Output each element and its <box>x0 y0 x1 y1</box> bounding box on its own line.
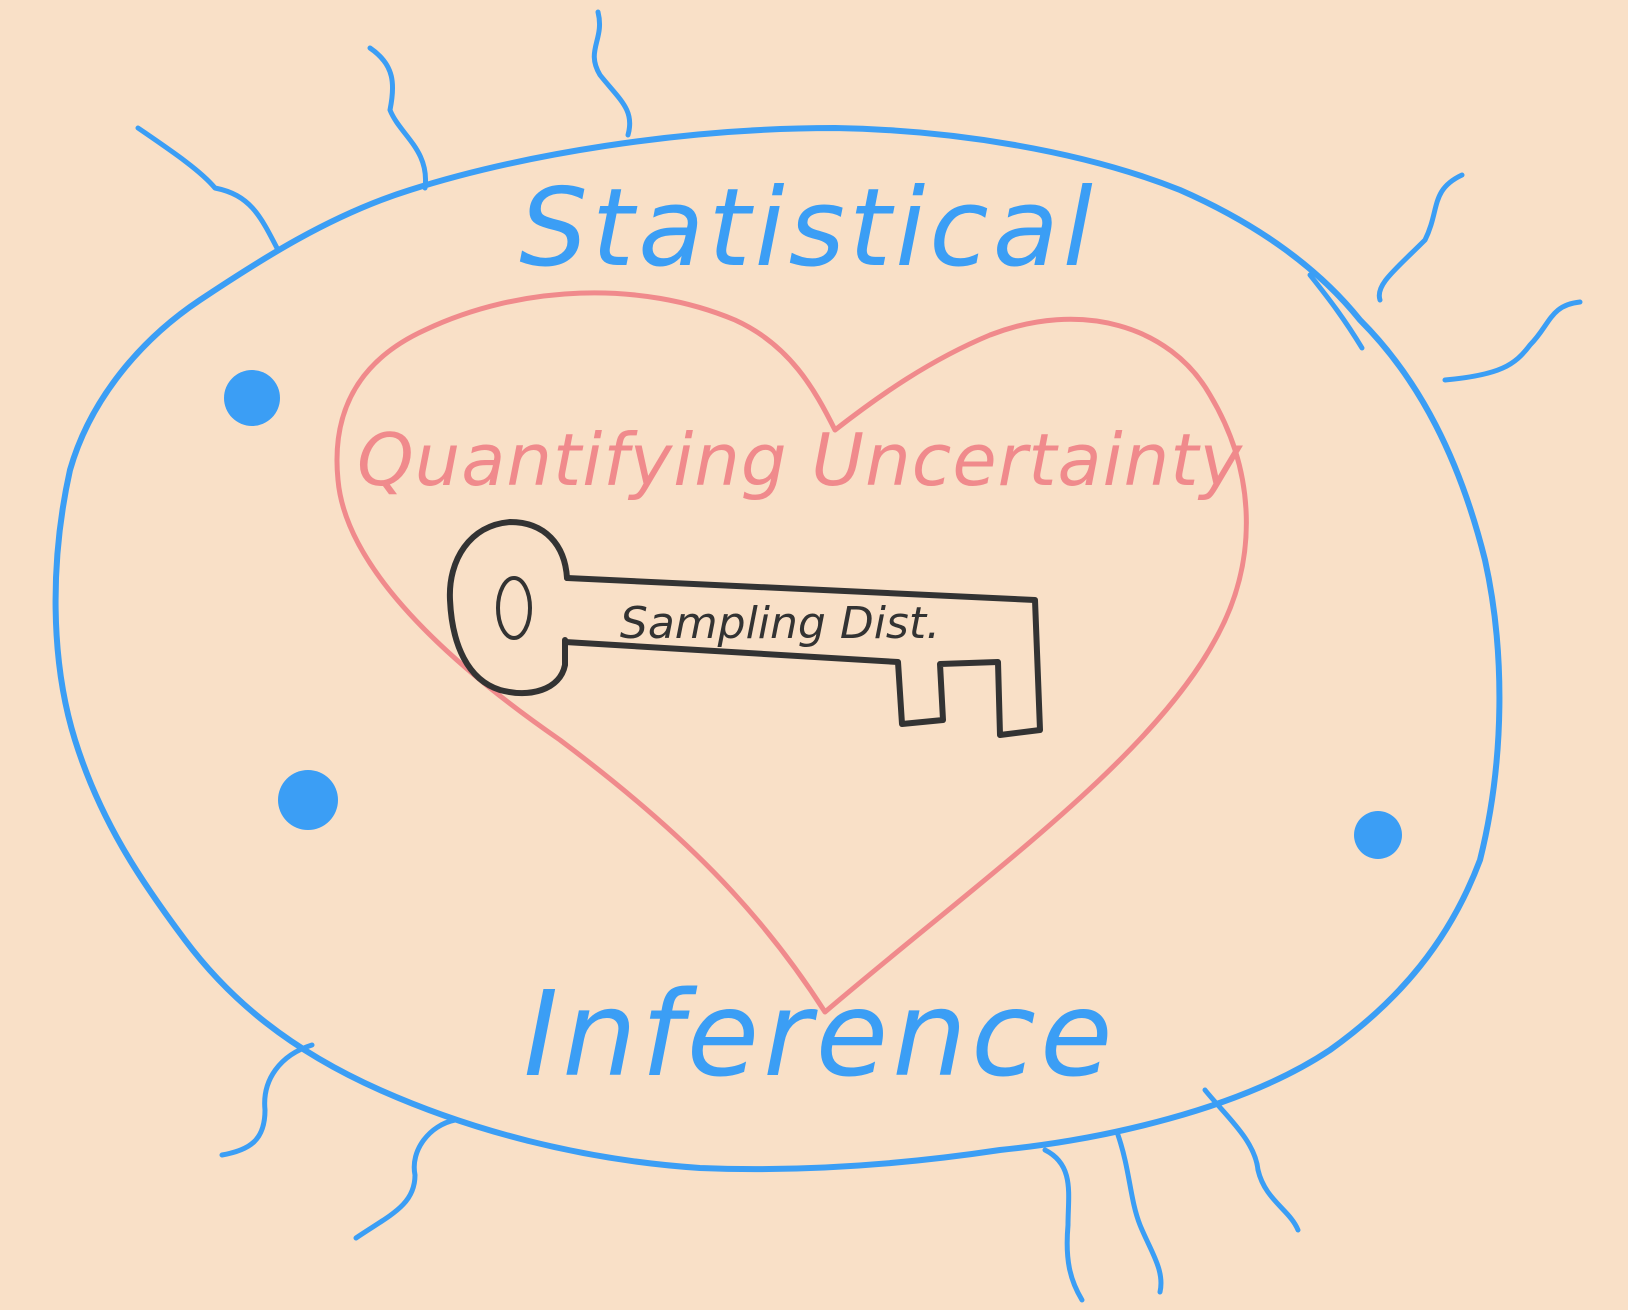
ray <box>367 45 429 191</box>
dots <box>224 370 1402 859</box>
key <box>446 519 1043 738</box>
top-word: Statistical <box>519 166 1097 291</box>
dot <box>224 370 280 426</box>
ray <box>1042 1147 1085 1303</box>
heart-text: Quantifying Uncertainty <box>357 418 1244 502</box>
ray <box>1307 272 1365 351</box>
blob-outline <box>52 125 1503 1173</box>
ray <box>353 1117 458 1241</box>
ray <box>1376 172 1465 303</box>
ray <box>1115 1132 1164 1295</box>
key-shaft <box>562 575 1043 738</box>
bottom-word: Inference <box>523 965 1116 1103</box>
key-hole <box>496 576 532 640</box>
dot <box>1354 811 1402 859</box>
ray <box>1202 1087 1301 1233</box>
blob <box>52 125 1503 1173</box>
ray <box>591 9 633 138</box>
rays <box>135 9 1583 1303</box>
heart <box>334 290 1249 1015</box>
heart-outline <box>334 290 1249 1015</box>
ray <box>219 1042 315 1158</box>
dot <box>278 770 338 830</box>
ray <box>1442 299 1583 383</box>
key-text: Sampling Dist. <box>620 598 940 649</box>
key-bow <box>446 519 570 696</box>
ray <box>135 125 281 253</box>
